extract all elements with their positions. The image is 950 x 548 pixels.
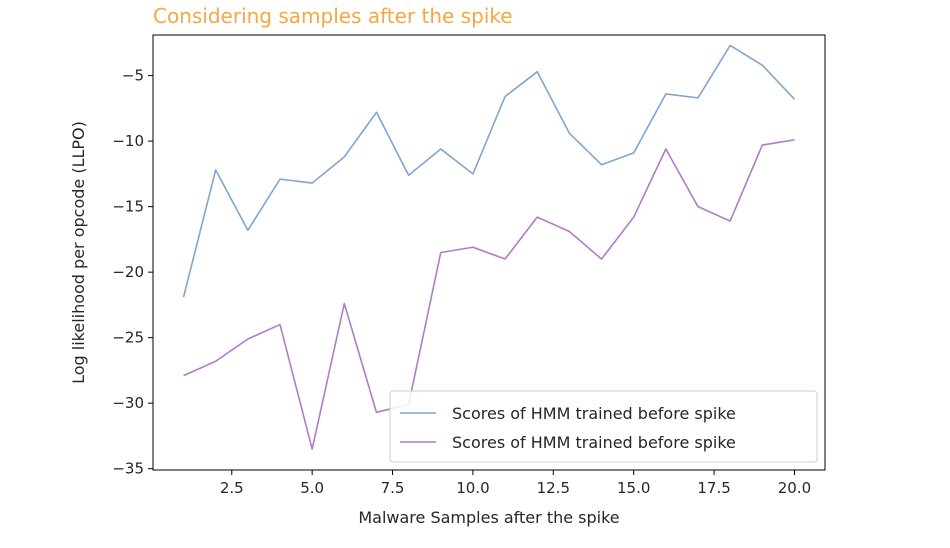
x-tick-label: 20.0: [778, 479, 811, 497]
chart-title: Considering samples after the spike: [153, 4, 513, 28]
y-axis-label: Log likelihood per opcode (LLPO): [69, 121, 88, 384]
y-tick-label: −25: [112, 329, 144, 347]
x-tick-label: 5.0: [300, 479, 324, 497]
y-tick-label: −10: [112, 132, 144, 150]
x-tick-label: 17.5: [697, 479, 730, 497]
x-tick-label: 2.5: [220, 479, 244, 497]
y-tick-label: −35: [112, 460, 144, 478]
plot-frame: [152, 34, 826, 471]
y-axis-ticks: −5 −10 −15 −20 −25 −30 −35: [112, 67, 153, 478]
series-line-2: [183, 139, 795, 450]
x-tick-label: 7.5: [381, 479, 405, 497]
legend-entry-1: Scores of HMM trained before spike: [452, 404, 736, 423]
y-tick-label: −30: [112, 394, 144, 412]
y-tick-label: −20: [112, 263, 144, 281]
x-axis-ticks: 2.5 5.0 7.5 10.0 12.5 15.0 17.5 20.0: [220, 470, 811, 497]
series-line-1: [182, 44, 796, 298]
series-lines: [182, 44, 796, 450]
legend-entry-2: Scores of HMM trained before spike: [452, 433, 736, 452]
x-tick-label: 12.5: [537, 479, 570, 497]
legend-box: [389, 390, 818, 463]
y-tick-label: −15: [112, 198, 144, 216]
x-tick-label: 15.0: [617, 479, 650, 497]
x-tick-label: 10.0: [456, 479, 489, 497]
x-axis-label: Malware Samples after the spike: [358, 508, 619, 527]
y-tick-label: −5: [122, 67, 144, 85]
legend: Scores of HMM trained before spike Scores…: [389, 390, 818, 463]
